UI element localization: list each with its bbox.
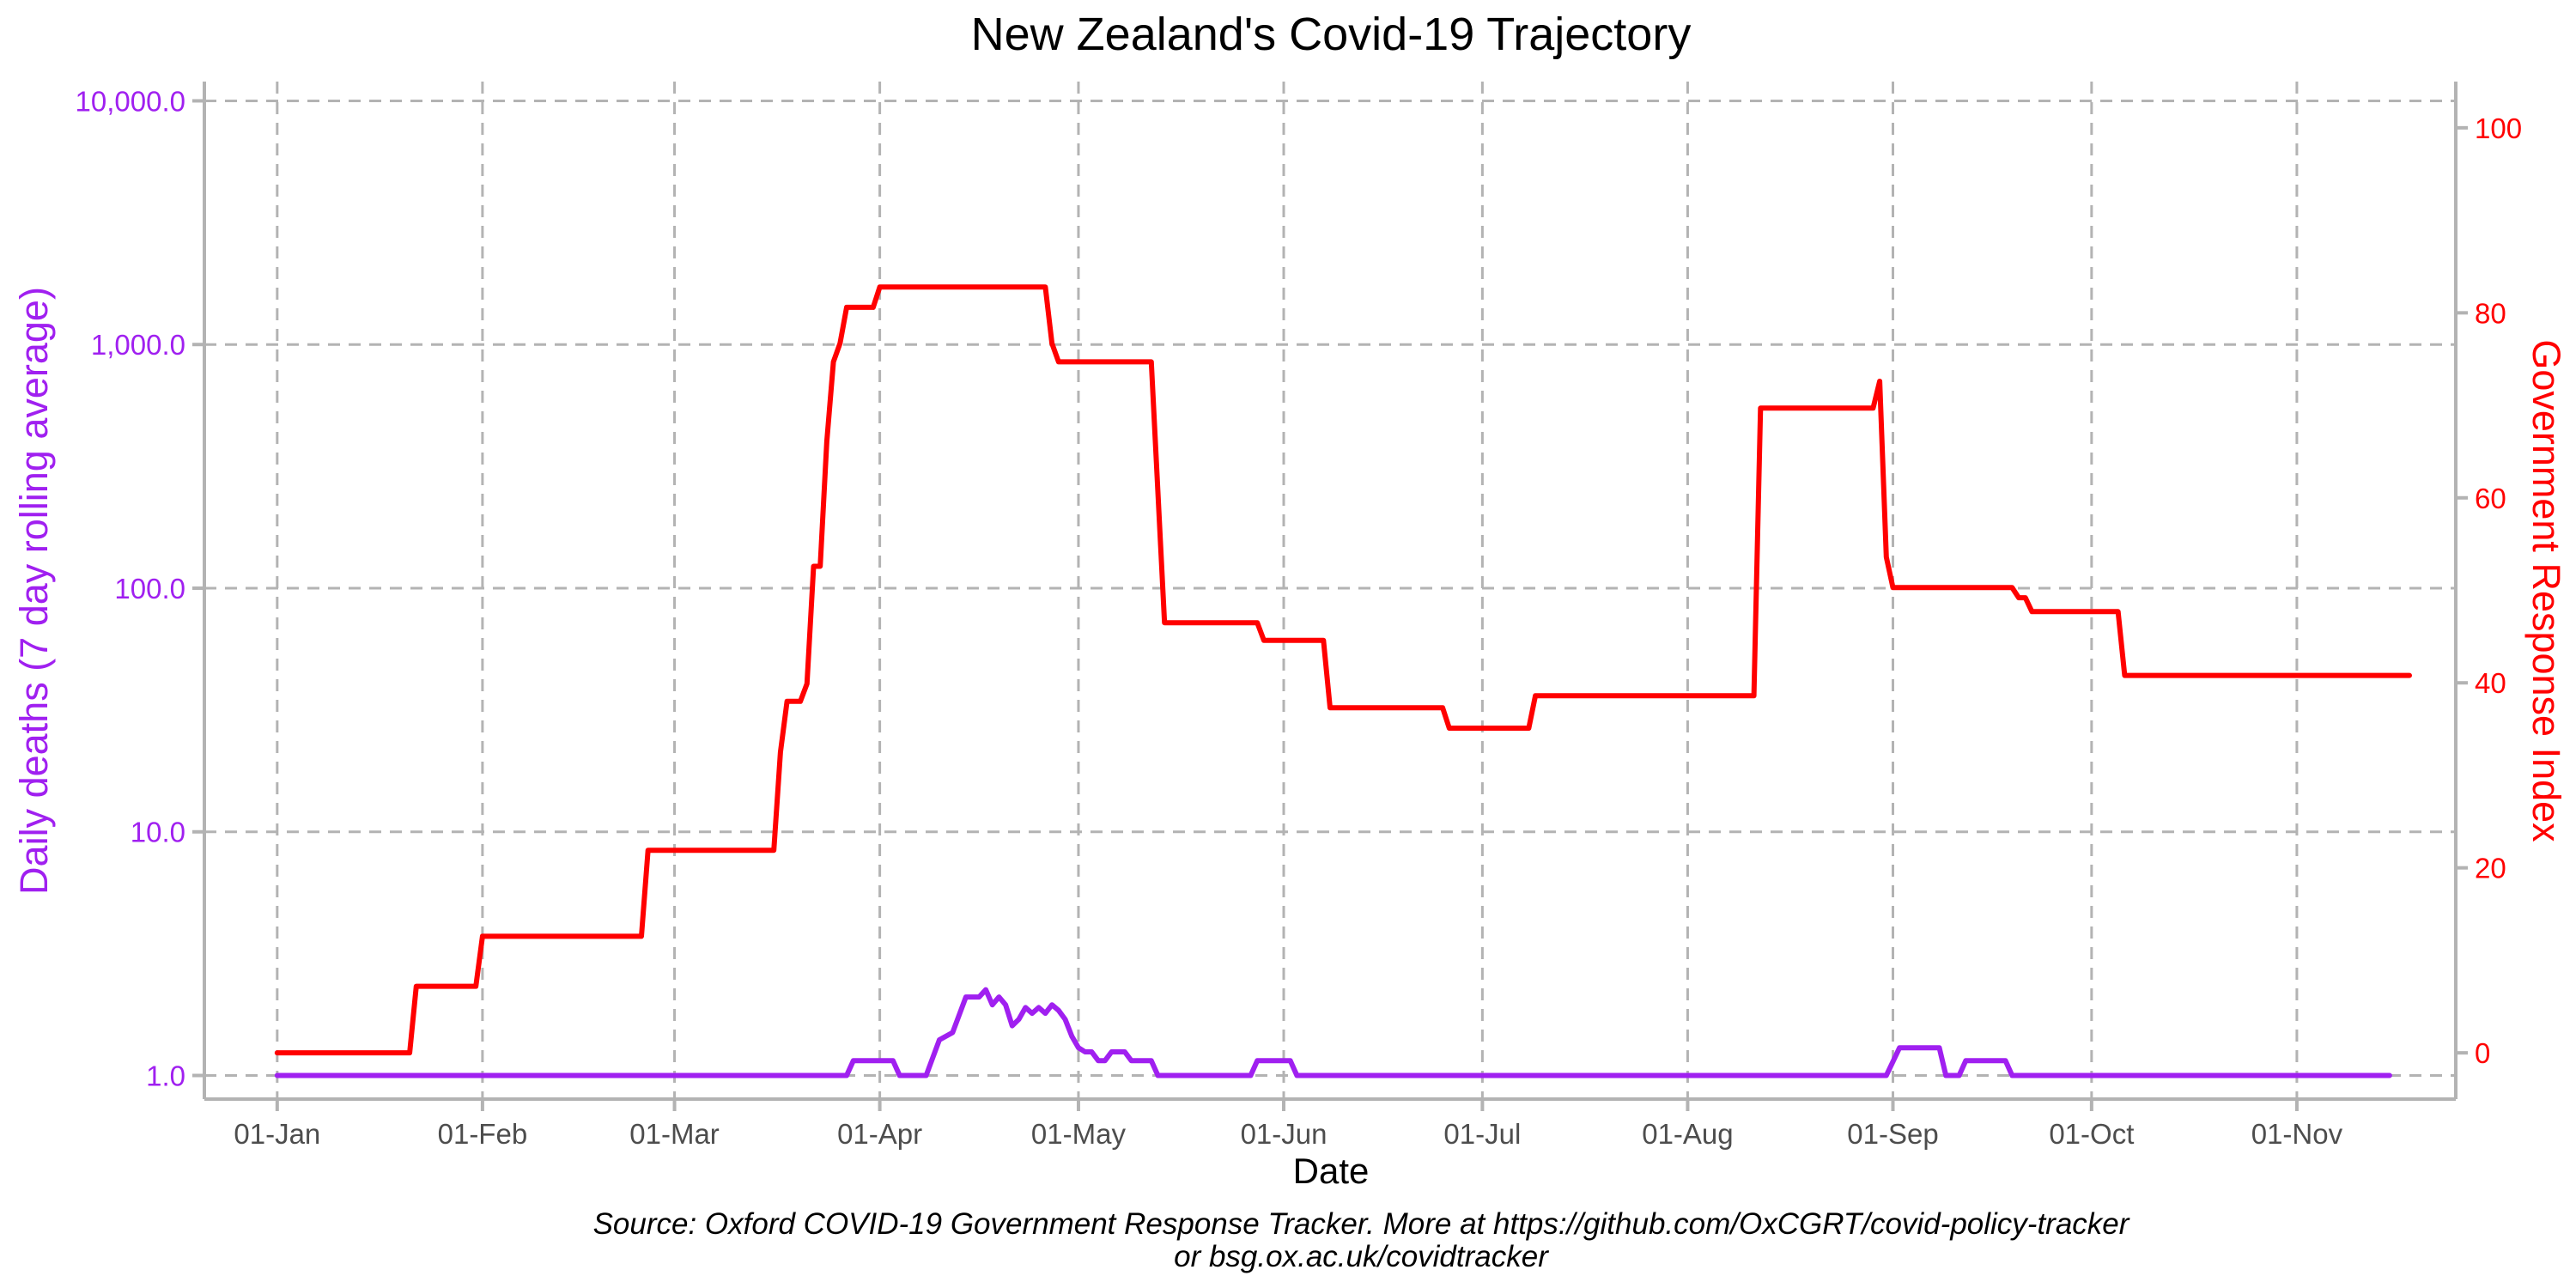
right-tick-label: 40 (2475, 667, 2506, 699)
chart-title: New Zealand's Covid-19 Trajectory (971, 9, 1692, 60)
x-tick-label: 01-May (1031, 1118, 1127, 1150)
left-tick-label: 10.0 (131, 817, 185, 848)
right-tick-label: 100 (2475, 112, 2522, 144)
x-tick-label: 01-Sep (1847, 1118, 1938, 1150)
right-axis-ticks: 0 20 40 60 80 100 (2456, 112, 2522, 1069)
x-tick-label: 01-Feb (438, 1118, 528, 1150)
source-caption-line-1: Source: Oxford COVID-19 Government Respo… (593, 1207, 2130, 1241)
x-axis-label: Date (1293, 1151, 1370, 1191)
x-tick-label: 01-Nov (2251, 1118, 2343, 1150)
right-tick-label: 20 (2475, 853, 2506, 884)
x-axis-ticks: 01-Jan 01-Feb 01-Mar 01-Apr 01-May 01-Jun 01-J… (234, 1099, 2343, 1150)
x-tick-label: 01-Jun (1241, 1118, 1327, 1150)
right-tick-label: 80 (2475, 297, 2506, 329)
left-tick-label: 100.0 (114, 573, 185, 605)
government-response-index-series-line (274, 284, 2412, 1056)
left-y-axis-label: Daily deaths (7 day rolling average) (12, 287, 56, 895)
left-axis-ticks: 1.0 10.0 100.0 1,000.0 10,000.0 (76, 85, 204, 1092)
plot-frame (203, 82, 2458, 1101)
grid-layer (204, 82, 2456, 1099)
series-layer (274, 284, 2412, 1078)
source-caption-line-2: or bsg.ox.ac.uk/covidtracker (1174, 1240, 1549, 1273)
x-tick-label: 01-Oct (2049, 1118, 2134, 1150)
left-tick-label: 1.0 (146, 1060, 185, 1092)
x-tick-label: 01-Apr (837, 1118, 922, 1150)
right-tick-label: 0 (2475, 1037, 2490, 1069)
daily-deaths-series-line (274, 987, 2392, 1078)
left-tick-label: 10,000.0 (76, 85, 185, 117)
x-tick-label: 01-Aug (1642, 1118, 1733, 1150)
left-tick-label: 1,000.0 (91, 329, 185, 361)
x-tick-label: 01-Jul (1443, 1118, 1521, 1150)
right-y-axis-label: Government Response Index (2524, 339, 2568, 842)
x-tick-label: 01-Jan (234, 1118, 320, 1150)
x-tick-label: 01-Mar (629, 1118, 720, 1150)
right-tick-label: 60 (2475, 483, 2506, 514)
